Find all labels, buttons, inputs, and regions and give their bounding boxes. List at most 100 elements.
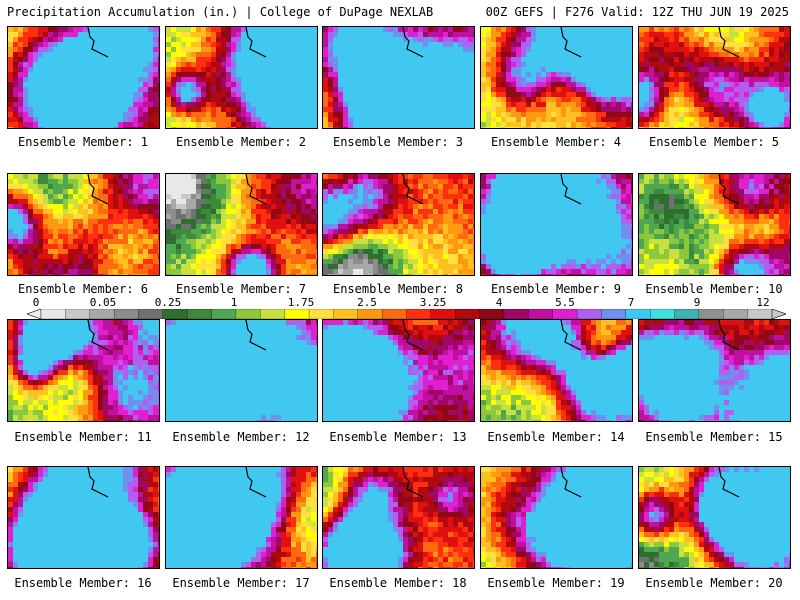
coastline — [245, 27, 267, 58]
colorbar-tick-label: 2.5 — [357, 296, 377, 309]
colorbar-swatch — [65, 309, 91, 319]
ensemble-member-label: Ensemble Member: 15 — [645, 430, 783, 444]
colorbar-swatch — [381, 309, 408, 319]
precip-field — [8, 174, 159, 275]
precip-field — [639, 27, 790, 128]
coastline — [87, 174, 109, 205]
colorbar-swatch — [698, 309, 724, 319]
colorbar-swatch — [455, 309, 481, 319]
ensemble-member-map — [165, 466, 318, 569]
ensemble-member-label: Ensemble Member: 16 — [14, 576, 152, 590]
precip-field — [8, 27, 159, 128]
precip-field — [8, 467, 159, 568]
ensemble-member-map — [165, 26, 318, 129]
ensemble-member-map — [480, 173, 633, 276]
ensemble-member-label: Ensemble Member: 5 — [648, 135, 780, 149]
ensemble-member-map — [322, 319, 475, 422]
run-valid-time: 00Z GEFS | F276 Valid: 12Z THU JUN 19 20… — [485, 5, 789, 19]
colorbar-swatch — [406, 309, 432, 319]
colorbar-tick-label: 1.75 — [287, 296, 315, 309]
ensemble-member-label: Ensemble Member: 20 — [645, 576, 783, 590]
ensemble-member-map — [165, 173, 318, 276]
coastline — [402, 320, 424, 351]
colorbar-max-arrow — [771, 309, 786, 319]
colorbar-swatch — [113, 309, 140, 319]
ensemble-member-label: Ensemble Member: 8 — [332, 282, 464, 296]
colorbar-swatch — [40, 309, 67, 319]
coastline — [87, 27, 109, 58]
precipitation-colorbar — [27, 309, 786, 319]
ensemble-member-label: Ensemble Member: 12 — [172, 430, 310, 444]
coastline — [560, 174, 582, 205]
ensemble-member-map — [480, 319, 633, 422]
colorbar-swatch — [601, 309, 627, 319]
colorbar-swatch — [503, 309, 529, 319]
precip-field — [481, 467, 632, 568]
colorbar-swatch — [211, 309, 237, 319]
colorbar-min-arrow — [27, 309, 42, 319]
ensemble-member-map — [7, 173, 160, 276]
colorbar-swatch — [187, 309, 213, 319]
coastline — [560, 467, 582, 498]
coastline — [718, 27, 740, 58]
colorbar-swatch — [723, 309, 749, 319]
colorbar-swatch — [430, 309, 456, 319]
precip-field — [323, 27, 474, 128]
ensemble-member-map — [7, 319, 160, 422]
colorbar-swatch — [674, 309, 700, 319]
ensemble-member-label: Ensemble Member: 14 — [487, 430, 625, 444]
ensemble-member-label: Ensemble Member: 7 — [175, 282, 307, 296]
precip-field — [166, 27, 317, 128]
colorbar-swatch — [528, 309, 554, 319]
colorbar-swatch — [260, 309, 286, 319]
ensemble-member-label: Ensemble Member: 19 — [487, 576, 625, 590]
colorbar-swatch — [747, 309, 773, 319]
ensemble-member-map — [322, 26, 475, 129]
coastline — [245, 174, 267, 205]
ensemble-member-label: Ensemble Member: 1 — [17, 135, 149, 149]
ensemble-member-label: Ensemble Member: 18 — [329, 576, 467, 590]
precip-field — [166, 467, 317, 568]
ensemble-member-label: Ensemble Member: 11 — [14, 430, 152, 444]
ensemble-member-map — [638, 173, 791, 276]
coastline — [87, 320, 109, 351]
colorbar-tick-label: 12 — [756, 296, 770, 309]
colorbar-swatch — [235, 309, 261, 319]
ensemble-member-label: Ensemble Member: 9 — [490, 282, 622, 296]
colorbar-swatch — [479, 309, 505, 319]
colorbar-swatch — [308, 309, 335, 319]
ensemble-member-map — [638, 26, 791, 129]
ensemble-member-map — [7, 466, 160, 569]
precip-field — [323, 467, 474, 568]
coastline — [402, 174, 424, 205]
ensemble-member-label: Ensemble Member: 13 — [329, 430, 467, 444]
precip-field — [481, 320, 632, 421]
ensemble-member-map — [480, 466, 633, 569]
colorbar-tick-label: 0.25 — [154, 296, 182, 309]
precip-field — [639, 320, 790, 421]
precip-field — [639, 467, 790, 568]
precip-field — [8, 320, 159, 421]
coastline — [718, 320, 740, 351]
precip-field — [639, 174, 790, 275]
precip-field — [323, 174, 474, 275]
colorbar-tick-label: 0.05 — [89, 296, 117, 309]
colorbar-tick-label: 0 — [32, 296, 40, 309]
ensemble-member-label: Ensemble Member: 17 — [172, 576, 310, 590]
ensemble-member-map — [322, 173, 475, 276]
coastline — [718, 467, 740, 498]
colorbar-swatch — [138, 309, 164, 319]
coastline — [560, 27, 582, 58]
colorbar-tick-label: 3.25 — [419, 296, 447, 309]
coastline — [402, 467, 424, 498]
ensemble-member-label: Ensemble Member: 10 — [645, 282, 783, 296]
precip-field — [481, 174, 632, 275]
precip-field — [166, 320, 317, 421]
ensemble-member-map — [7, 26, 160, 129]
coastline — [87, 467, 109, 498]
colorbar-tick-label: 4 — [495, 296, 503, 309]
ensemble-member-label: Ensemble Member: 4 — [490, 135, 622, 149]
colorbar-swatch — [625, 309, 651, 319]
colorbar-swatch — [162, 309, 188, 319]
colorbar-swatch — [284, 309, 310, 319]
